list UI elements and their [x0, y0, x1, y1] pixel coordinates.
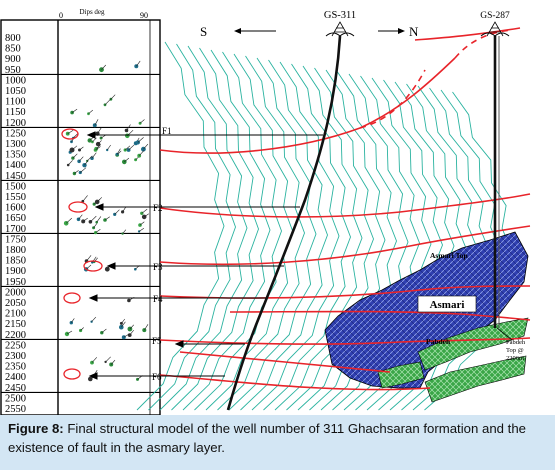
dip-scale-min: 0 — [59, 11, 63, 20]
pabdeh-top-line-2: Top @ — [506, 347, 524, 354]
well-name-gs311: GS-311 — [324, 10, 356, 21]
depth-scale: 8008509009501000105011001150120012501300… — [5, 33, 26, 415]
fault-f5-line — [159, 337, 531, 345]
depth-label: 2550 — [5, 404, 26, 415]
fault-lines — [159, 27, 531, 391]
fault-label-f3: F3 — [153, 262, 163, 272]
fault-f5b-line — [179, 351, 391, 373]
depth-label: 850 — [5, 44, 21, 55]
well-name-gs287: GS-287 — [480, 11, 510, 21]
caption-text: Final structural model of the well numbe… — [8, 421, 526, 455]
fault-f0-top — [414, 27, 521, 41]
pabdeh-formation-band-3 — [377, 361, 425, 389]
depth-label: 1300 — [5, 139, 26, 150]
depth-label: 1750 — [5, 234, 26, 245]
fault-label-f6: F6 — [152, 372, 162, 382]
depth-grid — [1, 73, 160, 393]
depth-label: 2450 — [5, 383, 26, 394]
pabdeh-top-pointer — [496, 327, 513, 341]
fault-label-f1: F1 — [162, 126, 172, 136]
fault-label-f5: F5 — [152, 336, 162, 346]
dip-scale-max: 90 — [140, 11, 148, 20]
asmari-label-box — [417, 295, 477, 313]
well-gs311-trajectory — [226, 35, 342, 411]
fault-f6-line — [159, 374, 431, 391]
depth-label: 1050 — [5, 86, 26, 97]
rig-icon-gs311 — [325, 21, 355, 37]
figure-caption: Figure 8: Final structural model of the … — [0, 415, 555, 470]
fault-f1-branch — [359, 69, 426, 129]
depth-label: 2300 — [5, 351, 26, 362]
caption-figure-label: Figure 8: — [8, 421, 64, 436]
depth-label: 1650 — [5, 213, 26, 224]
fault-f2-line — [159, 193, 531, 218]
depth-label: 2500 — [5, 393, 26, 404]
depth-label: 1200 — [5, 118, 26, 129]
direction-north: N — [409, 24, 419, 39]
depth-label: 1900 — [5, 266, 26, 277]
depth-label: 1550 — [5, 192, 26, 203]
depth-label: 2350 — [5, 362, 26, 373]
depth-label: 1450 — [5, 171, 26, 182]
fault-arrows — [86, 131, 323, 380]
fault-label-f4: F4 — [153, 294, 163, 304]
depth-label: 1700 — [5, 224, 26, 235]
fault-f4b-line — [229, 310, 531, 321]
depth-label: 2200 — [5, 330, 26, 341]
direction-south: S — [200, 24, 207, 39]
fault-f3-line — [159, 225, 531, 266]
depth-label: 2400 — [5, 372, 26, 383]
cross-section: F1 F2 F3 F4 F5 F6 GS-311 GS-287 S N Asma… — [86, 10, 531, 411]
asmari-top-label-1: Asmari Top — [430, 251, 468, 260]
depth-label: 2100 — [5, 309, 26, 320]
depth-label: 2150 — [5, 319, 26, 330]
depth-label: 2050 — [5, 298, 26, 309]
depth-label: 950 — [5, 65, 21, 76]
pabdeh-top-line-3: 2206m — [506, 355, 524, 362]
depth-label: 1850 — [5, 256, 26, 267]
depth-label: 800 — [5, 33, 21, 44]
pabdeh-top-line-1: Pabdeh — [506, 339, 526, 346]
depth-label: 1150 — [5, 107, 26, 118]
depth-label: 1800 — [5, 245, 26, 256]
dip-track-header: Dips deg — [79, 8, 105, 16]
depth-label: 1400 — [5, 160, 26, 171]
pabdeh-label: Pabdeh — [426, 337, 451, 346]
depth-label: 1000 — [5, 75, 26, 86]
dip-log-track: 8008509009501000105011001150120012501300… — [0, 8, 161, 416]
fault-label-f2: F2 — [153, 203, 163, 213]
depth-label: 1500 — [5, 181, 26, 192]
fault-f1-line — [159, 57, 456, 154]
depth-label: 1250 — [5, 128, 26, 139]
depth-label: 1600 — [5, 203, 26, 214]
depth-label: 1950 — [5, 277, 26, 288]
asmari-label: Asmari — [430, 299, 465, 311]
depth-label: 1100 — [5, 97, 26, 108]
depth-label: 1350 — [5, 150, 26, 161]
fault-picks — [61, 128, 103, 380]
depth-label: 2250 — [5, 340, 26, 351]
depth-label: 2000 — [5, 287, 26, 298]
depth-label: 900 — [5, 54, 21, 65]
rig-icon-gs287 — [480, 21, 510, 37]
pabdeh-formation-band-2 — [424, 355, 527, 403]
